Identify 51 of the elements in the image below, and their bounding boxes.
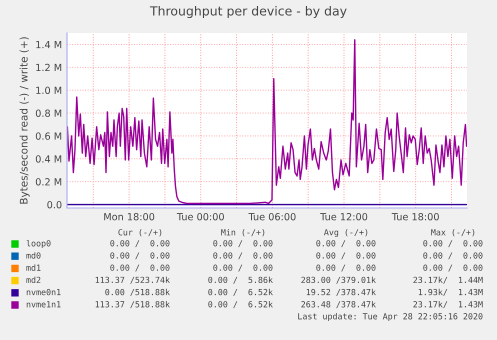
x-tick-label: Tue 06:00 [248, 213, 296, 220]
text: 0.00 / 0.00 [110, 264, 170, 272]
y-tick-label: 0.8 M [36, 110, 62, 117]
text: Max (-/+) [431, 229, 474, 236]
text: 0.00 / 0.00 [423, 252, 482, 260]
text: 19.52 /378.47k [306, 288, 376, 296]
text: 113.37 /523.74k [96, 276, 170, 284]
y-tick-label: 0.0 [47, 201, 62, 208]
text: 1.93k/ 1.43M [418, 288, 483, 296]
x-tick-label: Tue 18:00 [392, 213, 439, 220]
text: 0.00 / 0.00 [213, 252, 272, 260]
x-tick-label: Tue 12:00 [320, 213, 368, 220]
text: 0.00 / 0.00 [316, 264, 376, 272]
text: Avg (-/+) [324, 228, 368, 238]
text: 0.00 / 0.00 [110, 240, 170, 248]
x-tick-label: Tue 00:00 [176, 213, 224, 220]
text: Min (-/+) [221, 228, 264, 236]
text: 283.00 /379.01k [301, 276, 376, 284]
y-tick-label: 0.2 M [36, 178, 62, 186]
legend-label: md1 [26, 264, 40, 271]
text: 23.17k/ 1.43M [413, 300, 483, 308]
text: 0.00 / 5.86k [208, 276, 273, 284]
x-tick-label: Mon 18:00 [104, 213, 154, 220]
text: 0.00 / 0.00 [316, 252, 376, 260]
y-tick-label: 0.6 M [36, 132, 62, 140]
legend-label: nvme1n1 [26, 301, 61, 308]
text: 113.37 /518.88k [96, 300, 170, 308]
text: 263.48 /378.47k [301, 300, 376, 308]
y-axis-title: Bytes/second read (-) / write (+) [20, 37, 30, 204]
chart-title: Throughput per device - by day [150, 6, 347, 18]
text: 0.00 / 0.00 [423, 240, 482, 248]
line-series [67, 39, 467, 204]
text: 0.00 / 6.52k [208, 288, 273, 296]
text: 23.17k/ 1.44M [413, 276, 483, 284]
text: 0.00 / 0.00 [423, 264, 482, 272]
text: 0.00 / 6.52k [208, 300, 273, 308]
legend-label: loop0 [26, 240, 51, 248]
legend-label: nvme0n1 [26, 288, 61, 296]
text: 0.00 / 0.00 [110, 252, 170, 260]
text: Cur (-/+) [118, 229, 162, 236]
text: 0.00 /518.88k [105, 288, 170, 296]
text: 0.00 / 0.00 [316, 240, 376, 248]
legend-label: md0 [26, 252, 41, 259]
text: Last update: Tue Apr 28 22:05:16 2020 [298, 312, 482, 322]
legend-label: md2 [26, 276, 40, 284]
y-tick-label: 1.4 M [36, 41, 62, 48]
y-tick-label: 0.4 M [36, 155, 62, 163]
text: 0.00 / 0.00 [213, 264, 272, 272]
y-tick-label: 1.0 M [36, 86, 62, 94]
text: 0.00 / 0.00 [213, 240, 272, 248]
y-tick-label: 1.2 M [36, 64, 62, 72]
